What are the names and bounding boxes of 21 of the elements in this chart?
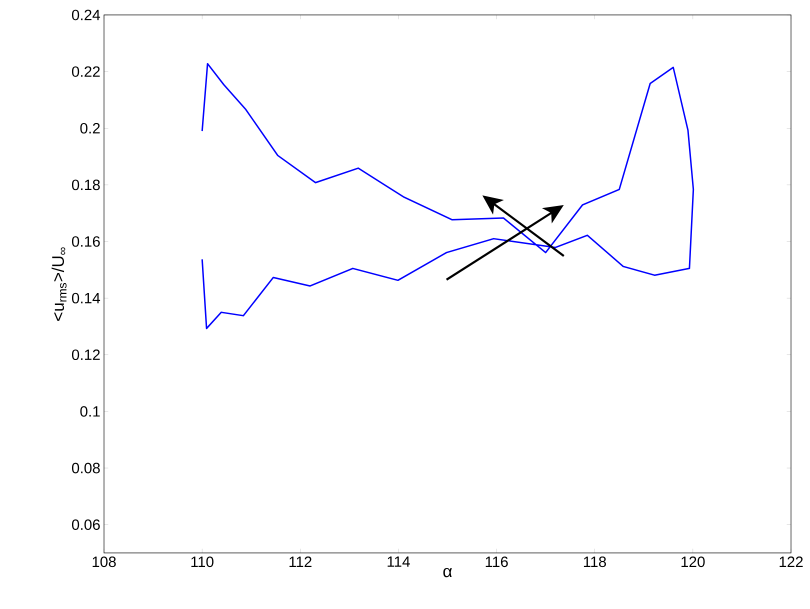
x-axis-title: α [443, 568, 452, 578]
x-tick-label: 120 [682, 556, 705, 568]
y-tick-label: 0.1 [80, 406, 100, 417]
y-tick-label: 0.22 [72, 66, 100, 77]
x-tick-label: 108 [92, 556, 116, 568]
y-tick-label: 0.24 [72, 10, 100, 20]
x-tick-label: 112 [290, 556, 312, 567]
y-tick-label: 0.06 [72, 519, 100, 530]
y-tick-label: 0.2 [80, 122, 100, 134]
x-tick-label: 122 [780, 556, 803, 567]
x-tick-label: 118 [584, 556, 606, 568]
y-tick-label: 0.08 [72, 462, 100, 474]
x-tick-label: 116 [486, 556, 508, 568]
x-tick-label: 114 [388, 556, 410, 567]
y-tick-label: 0.16 [72, 236, 100, 247]
y-tick-label: 0.18 [72, 180, 100, 190]
line-series [201, 62, 694, 330]
x-tick-label: 110 [191, 556, 214, 568]
y-tick-label: 0.14 [72, 292, 100, 304]
y-axis-title: <u$_{rms}$>/U$_{∞}$ [52, 247, 67, 321]
y-tick-label: 0.12 [72, 349, 100, 360]
